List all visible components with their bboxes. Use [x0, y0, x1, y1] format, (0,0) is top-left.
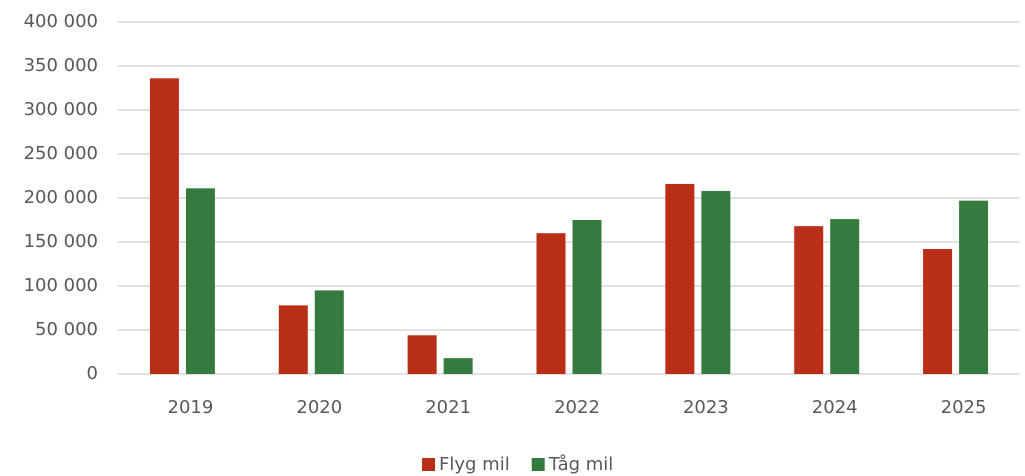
- legend-swatch: [531, 458, 545, 471]
- x-tick-label: 2020: [296, 397, 342, 418]
- x-tick-label: 2025: [941, 397, 987, 418]
- x-tick-label: 2023: [683, 397, 729, 418]
- legend-label: Flyg mil: [439, 454, 510, 475]
- x-tick-label: 2021: [425, 397, 471, 418]
- x-tick-label: 2024: [812, 397, 858, 418]
- bar: [278, 305, 308, 374]
- x-tick-label: 2019: [168, 397, 214, 418]
- y-tick-label: 300 000: [24, 99, 98, 120]
- bar: [572, 220, 602, 374]
- bar: [665, 183, 695, 374]
- bar: [443, 358, 473, 374]
- bar: [701, 190, 731, 374]
- y-tick-label: 200 000: [24, 187, 98, 208]
- bar: [959, 200, 989, 374]
- legend-swatch: [422, 458, 435, 471]
- bar: [536, 233, 566, 374]
- bar: [149, 78, 179, 374]
- legend-label: Tåg mil: [548, 454, 614, 475]
- bar: [314, 290, 344, 374]
- y-tick-label: 400 000: [24, 11, 98, 32]
- bar: [923, 249, 953, 374]
- bar: [794, 226, 824, 374]
- x-tick-label: 2022: [554, 397, 600, 418]
- y-tick-label: 350 000: [24, 55, 98, 76]
- y-tick-label: 150 000: [24, 231, 98, 252]
- bar: [407, 335, 437, 374]
- bar: [830, 219, 860, 374]
- y-tick-label: 50 000: [35, 319, 98, 340]
- y-tick-label: 100 000: [24, 275, 98, 296]
- bar: [185, 188, 215, 374]
- y-tick-label: 0: [87, 363, 98, 384]
- y-tick-label: 250 000: [24, 143, 98, 164]
